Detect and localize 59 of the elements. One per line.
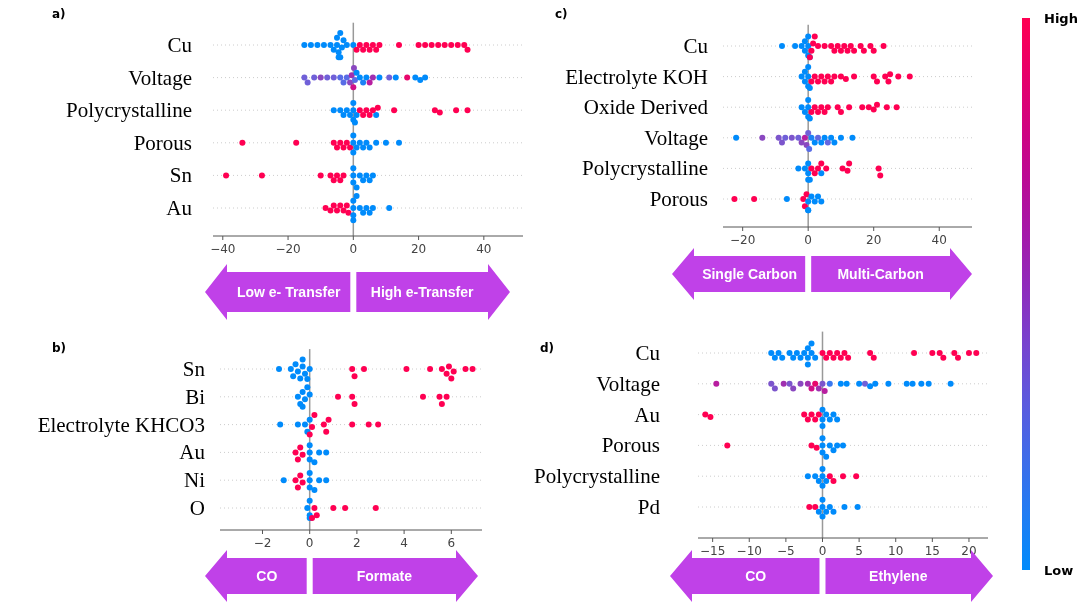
x-tick-label: 15 xyxy=(924,544,940,558)
y-tick-label: Porous xyxy=(601,433,660,458)
y-tick-label: Au xyxy=(634,402,661,427)
y-tick-label: Voltage xyxy=(644,125,708,150)
x-tick-label: 10 xyxy=(888,544,904,558)
text: Single Carbon xyxy=(702,266,798,282)
x-tick-label: 40 xyxy=(476,242,492,256)
y-tick-label: Polycrystalline xyxy=(66,98,192,123)
y-tick-label: Oxide Derived xyxy=(583,95,709,120)
y-tick-label: Ni xyxy=(184,468,206,493)
x-tick-label: 4 xyxy=(400,536,408,550)
y-tick-label: Sn xyxy=(182,357,206,381)
text: Multi-Carbon xyxy=(837,266,924,282)
text: High e-Transfer xyxy=(370,284,475,300)
x-tick-label: −5 xyxy=(777,544,795,558)
x-tick-label: 20 xyxy=(866,233,882,247)
x-tick-label: 6 xyxy=(447,536,456,550)
y-tick-label: Au xyxy=(179,440,206,465)
y-tick-label: Porous xyxy=(649,187,708,211)
y-tick-label: Cu xyxy=(683,34,709,58)
x-tick-label: −10 xyxy=(736,544,762,558)
x-tick-label: 0 xyxy=(305,536,314,550)
x-tick-label: 20 xyxy=(410,242,427,256)
y-tick-label: Bi xyxy=(185,384,206,409)
y-tick-label: Cu xyxy=(635,341,661,365)
x-tick-label: −40 xyxy=(210,242,236,256)
x-tick-label: −20 xyxy=(729,233,756,247)
x-tick-label: 0 xyxy=(804,233,812,247)
y-tick-label: O xyxy=(189,496,205,520)
x-tick-label: 2 xyxy=(353,536,361,550)
y-tick-label: Electrolyte KOH xyxy=(565,64,708,89)
text: Ethylene xyxy=(869,568,928,584)
x-tick-label: −20 xyxy=(275,242,301,256)
text: Low e- Transfer xyxy=(236,284,341,300)
x-tick-label: 0 xyxy=(818,544,827,558)
text: Formate xyxy=(356,568,413,584)
y-tick-label: Polycrystalline xyxy=(582,156,708,181)
x-tick-label: 5 xyxy=(855,544,863,558)
text: b) xyxy=(52,341,67,355)
y-tick-label: Electrolyte KHCO3 xyxy=(37,412,205,437)
text: c) xyxy=(555,7,568,21)
y-tick-label: Porous xyxy=(133,130,192,155)
y-tick-label: Pd xyxy=(637,495,661,519)
y-tick-label: Au xyxy=(166,196,193,220)
x-tick-label: 40 xyxy=(931,233,947,247)
text: CO xyxy=(745,568,767,584)
text: a) xyxy=(52,7,66,21)
color-bar-label: High xyxy=(1044,11,1078,26)
y-tick-label: Cu xyxy=(167,33,193,57)
y-tick-label: Polycrystalline xyxy=(534,464,660,489)
y-tick-label: Sn xyxy=(169,163,193,188)
text: CO xyxy=(256,568,278,584)
y-tick-label: Voltage xyxy=(596,371,660,396)
x-tick-label: 0 xyxy=(349,242,358,256)
x-tick-label: −15 xyxy=(699,544,726,558)
text: d) xyxy=(540,341,555,355)
x-tick-label: −2 xyxy=(253,536,272,550)
color-bar-label: Low xyxy=(1044,563,1074,578)
y-tick-label: Voltage xyxy=(128,65,192,90)
